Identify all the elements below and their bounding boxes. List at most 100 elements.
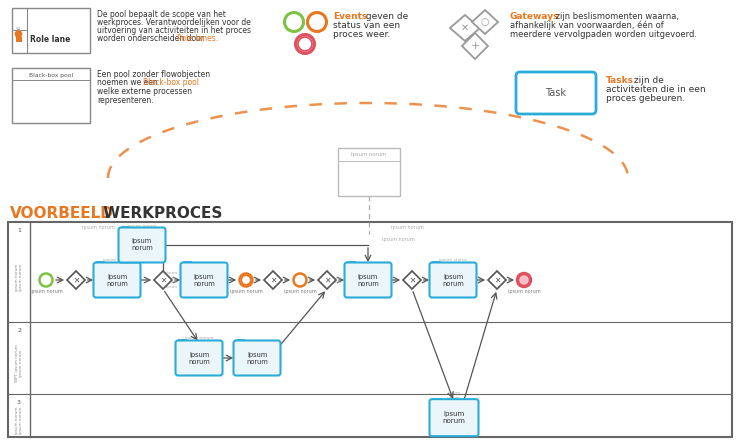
Text: welke externe processen: welke externe processen — [97, 87, 192, 96]
Text: De pool bepaalt de scope van het: De pool bepaalt de scope van het — [97, 10, 226, 19]
Polygon shape — [67, 271, 85, 289]
Text: ipsum norum: ipsum norum — [352, 152, 386, 157]
Polygon shape — [472, 10, 498, 34]
Text: Tasks: Tasks — [606, 76, 634, 85]
FancyBboxPatch shape — [8, 222, 732, 437]
Text: ○: ○ — [481, 17, 489, 27]
FancyBboxPatch shape — [516, 72, 596, 114]
Text: noemen we een: noemen we een — [97, 78, 160, 87]
Text: geven de: geven de — [363, 12, 408, 21]
Circle shape — [517, 274, 531, 287]
FancyBboxPatch shape — [345, 263, 391, 298]
Text: Ipsum
norum: Ipsum norum — [193, 274, 215, 287]
Text: worden onderscheiden door: worden onderscheiden door — [97, 34, 206, 43]
FancyBboxPatch shape — [16, 37, 21, 42]
Polygon shape — [154, 271, 172, 289]
Text: Task: Task — [545, 88, 567, 98]
Polygon shape — [488, 271, 506, 289]
Text: uitvoering van activiteiten in het proces: uitvoering van activiteiten in het proce… — [97, 26, 251, 35]
Text: proces gebeuren.: proces gebeuren. — [606, 94, 685, 103]
Text: Ipsum
norum: Ipsum norum — [442, 274, 464, 287]
Text: zijn beslismomenten waarna,: zijn beslismomenten waarna, — [553, 12, 679, 21]
Text: zijn de: zijn de — [631, 76, 664, 85]
Text: activiteiten die in een: activiteiten die in een — [606, 85, 706, 94]
Text: ipsum
norum
ipsum
norum: ipsum norum ipsum norum — [164, 271, 178, 289]
Text: 1: 1 — [17, 227, 21, 232]
FancyBboxPatch shape — [93, 263, 141, 298]
Text: B: B — [123, 228, 127, 234]
Polygon shape — [403, 271, 421, 289]
Text: B: B — [238, 341, 241, 347]
Text: 3: 3 — [17, 400, 21, 405]
Circle shape — [294, 274, 306, 287]
Text: ✕: ✕ — [461, 23, 469, 33]
Text: B: B — [349, 263, 352, 268]
Text: Pool: Pool — [16, 25, 21, 36]
Circle shape — [16, 31, 21, 37]
Text: ✕: ✕ — [494, 275, 500, 284]
Text: ipsum norum: ipsum norum — [283, 288, 317, 294]
Text: ipsum norum: ipsum norum — [391, 224, 423, 230]
Text: ✕: ✕ — [270, 275, 276, 284]
Text: afhankelijk van voorwaarden, één of: afhankelijk van voorwaarden, één of — [510, 21, 664, 31]
Text: WPT ipsum norum
ipsum norum: WPT ipsum norum ipsum norum — [15, 344, 23, 382]
Text: ipsum norum: ipsum norum — [126, 238, 158, 243]
Polygon shape — [318, 271, 336, 289]
Text: ipsum
status: ipsum status — [329, 276, 342, 284]
FancyBboxPatch shape — [118, 227, 166, 263]
Text: Pole lanes.: Pole lanes. — [177, 34, 218, 43]
Text: Role lane: Role lane — [30, 35, 70, 44]
Circle shape — [240, 274, 252, 287]
Text: ipsum norum: ipsum norum — [103, 258, 131, 262]
FancyBboxPatch shape — [175, 340, 223, 376]
Text: B: B — [98, 263, 101, 268]
Text: ✕: ✕ — [73, 275, 79, 284]
Text: B: B — [180, 341, 184, 347]
FancyBboxPatch shape — [234, 340, 280, 376]
Text: B: B — [185, 263, 189, 268]
Text: ipsum norum: ipsum norum — [30, 288, 62, 294]
Text: status van een: status van een — [333, 21, 400, 30]
Text: ipsum norum
ipsum norum: ipsum norum ipsum norum — [15, 263, 23, 291]
Text: ✕: ✕ — [408, 275, 415, 284]
Text: meerdere vervolgpaden worden uitgevoerd.: meerdere vervolgpaden worden uitgevoerd. — [510, 30, 697, 39]
FancyBboxPatch shape — [429, 263, 477, 298]
Text: B: B — [434, 263, 437, 268]
FancyBboxPatch shape — [429, 399, 479, 436]
FancyBboxPatch shape — [338, 148, 400, 196]
Text: ipsum norum: ipsum norum — [229, 288, 263, 294]
Text: ✕: ✕ — [160, 275, 166, 284]
Text: ipsum norum
ipsum norum: ipsum norum ipsum norum — [15, 407, 23, 434]
Polygon shape — [450, 15, 480, 41]
Text: Ipsum
norum: Ipsum norum — [246, 352, 268, 364]
Text: ✕: ✕ — [324, 275, 330, 284]
Text: Ipsum
norum: Ipsum norum — [188, 352, 210, 364]
Text: Events: Events — [333, 12, 367, 21]
Text: ipsum norum: ipsum norum — [185, 336, 213, 340]
Text: Ipsum
norum: Ipsum norum — [357, 274, 379, 287]
Text: Black-box pool: Black-box pool — [29, 73, 73, 78]
Text: Ipsum
norum: Ipsum norum — [131, 239, 153, 251]
Text: +: + — [471, 41, 480, 51]
Polygon shape — [264, 271, 282, 289]
FancyBboxPatch shape — [181, 263, 227, 298]
Text: Gateways: Gateways — [510, 12, 559, 21]
FancyBboxPatch shape — [12, 68, 90, 123]
Text: proces weer.: proces weer. — [333, 30, 390, 39]
Text: representeren.: representeren. — [97, 96, 154, 105]
Text: Black-box pool: Black-box pool — [143, 78, 199, 87]
Text: ipsum status: ipsum status — [439, 258, 467, 262]
Text: ipsum norum: ipsum norum — [128, 224, 156, 228]
Polygon shape — [462, 33, 488, 59]
Text: ipsum norum: ipsum norum — [508, 288, 540, 294]
Text: Ipsum
norum: Ipsum norum — [443, 411, 465, 424]
FancyBboxPatch shape — [12, 8, 90, 53]
Circle shape — [39, 274, 53, 287]
Text: WERKPROCES: WERKPROCES — [98, 206, 223, 221]
Text: Een pool zonder flowobjecten: Een pool zonder flowobjecten — [97, 70, 210, 79]
Text: 2: 2 — [17, 328, 21, 332]
Text: VOORBEELD: VOORBEELD — [10, 206, 114, 221]
Text: Ipsum
norum: Ipsum norum — [106, 274, 128, 287]
Text: werkproces. Verantwoordelijken voor de: werkproces. Verantwoordelijken voor de — [97, 18, 251, 27]
Text: ipsum norum: ipsum norum — [382, 238, 414, 243]
